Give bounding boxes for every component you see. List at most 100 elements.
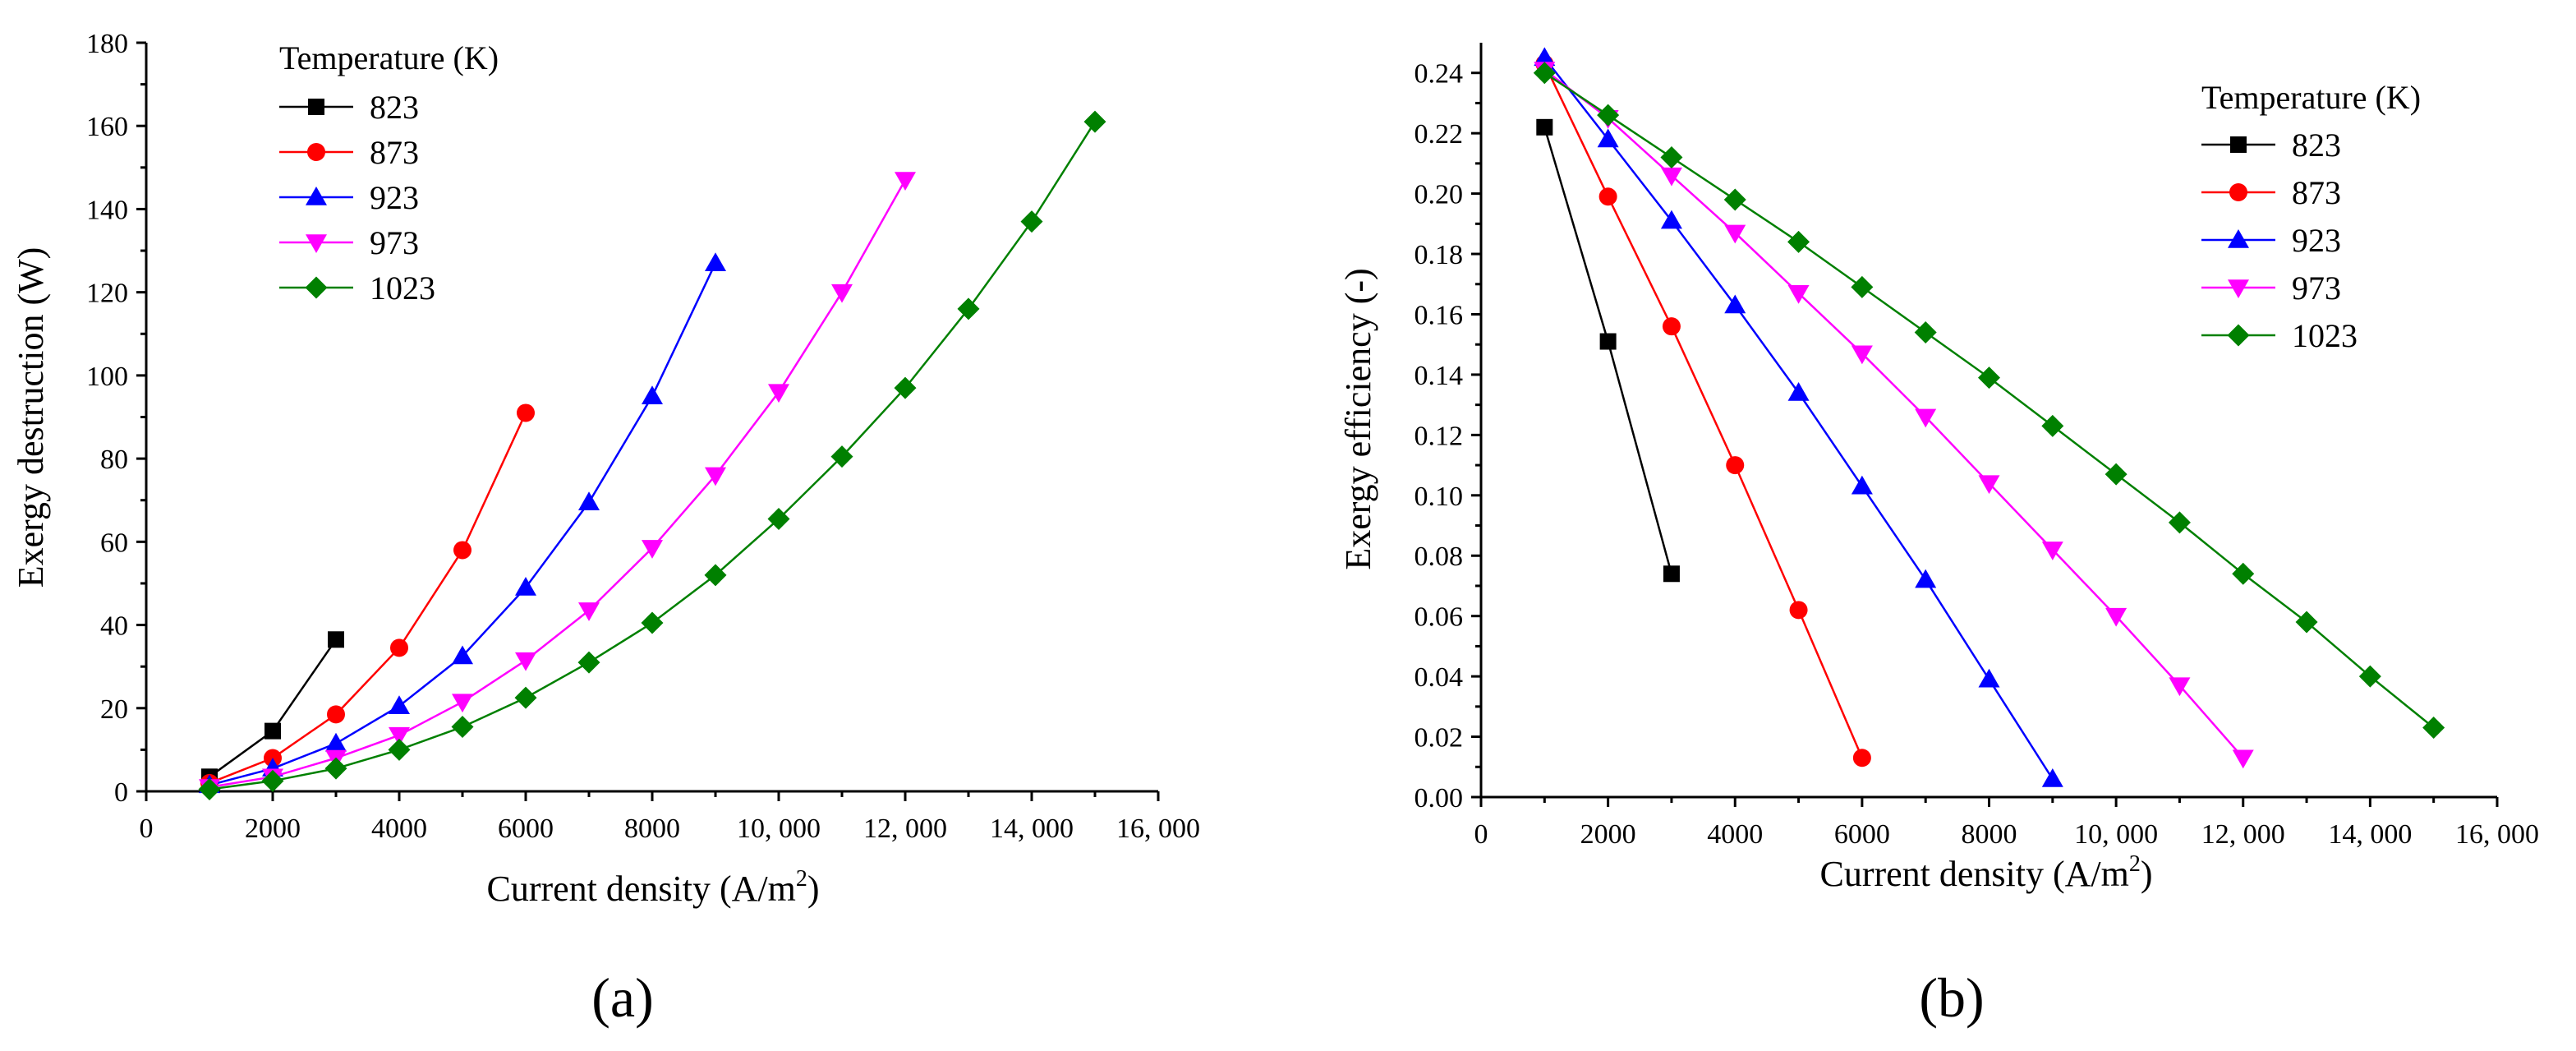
y-tick-label-b: 0.04 <box>1414 662 1464 693</box>
data-point-1023-a <box>577 651 600 674</box>
legend-marker-1023-a <box>305 276 328 299</box>
data-point-923-a <box>452 645 473 665</box>
plot-frame-a <box>145 43 1158 793</box>
data-point-1023-a <box>514 686 537 709</box>
data-point-973-b <box>1724 224 1746 244</box>
data-point-1023-b <box>2232 562 2255 585</box>
y-tick-label-b: 0.08 <box>1414 542 1464 572</box>
y-tick-label-b: 0.00 <box>1414 783 1464 814</box>
y-tick-label-a: 160 <box>86 112 128 142</box>
y-tick-label-a: 20 <box>100 694 128 725</box>
data-point-1023-b <box>2422 717 2445 740</box>
data-point-873-b <box>1852 749 1871 768</box>
data-point-923-a <box>515 577 536 596</box>
y-tick-label-a: 140 <box>86 195 128 225</box>
x-tick-label-a: 14, 000 <box>990 814 1074 844</box>
series-1023-a <box>198 110 1106 800</box>
legend-title-b: Temperature (K) <box>2201 79 2421 116</box>
series-line-973-a <box>209 179 907 789</box>
data-point-973-b <box>1660 167 1682 187</box>
data-point-1023-b <box>2358 665 2381 688</box>
y-tick-label-a: 60 <box>100 528 128 558</box>
legend-marker-923-a <box>306 187 327 205</box>
data-point-873-b <box>1726 456 1745 475</box>
legend-marker-823-b <box>2230 136 2247 153</box>
y-tick-label-a: 80 <box>100 445 128 475</box>
data-point-1023-a <box>641 611 664 634</box>
data-point-1023-b <box>1660 146 1683 169</box>
data-point-973-b <box>1915 408 1937 428</box>
data-point-873-b <box>1789 601 1808 620</box>
series-layer-b <box>1533 47 2445 787</box>
x-tick-label-a: 10, 000 <box>737 814 821 844</box>
x-tick-label-b: 4000 <box>1707 819 1763 850</box>
data-point-973-b <box>2232 749 2254 769</box>
y-tick-label-a: 120 <box>86 279 128 309</box>
data-point-923-a <box>642 385 663 404</box>
data-point-923-b <box>1534 47 1556 67</box>
y-axis-label-b: Exergy efficiency (-) <box>1338 268 1378 569</box>
data-point-873-b <box>1662 317 1681 336</box>
y-tick-label-b: 0.10 <box>1414 482 1464 512</box>
data-point-1023-b <box>2104 463 2128 486</box>
x-tick-label-b: 14, 000 <box>2328 819 2412 850</box>
data-point-973-a <box>515 652 536 671</box>
legend-marker-973-a <box>306 234 327 253</box>
data-point-923-b <box>1978 668 2000 688</box>
legend-title-a: Temperature (K) <box>279 39 499 76</box>
data-point-1023-b <box>2295 611 2318 634</box>
x-tick-label-b: 16, 000 <box>2455 819 2539 850</box>
legend-marker-873-a <box>307 143 325 161</box>
data-point-923-a <box>705 252 726 271</box>
panel-label-b: (b) <box>1919 966 1984 1029</box>
series-line-873-b <box>1543 63 1864 758</box>
data-point-973-b <box>2105 607 2128 627</box>
y-tick-label-b: 0.12 <box>1414 421 1464 451</box>
y-tick-label-b: 0.24 <box>1414 59 1464 90</box>
data-point-973-a <box>389 726 410 746</box>
x-tick-label-a: 12, 000 <box>863 814 947 844</box>
x-tick-label-b: 6000 <box>1834 819 1890 850</box>
data-point-923-b <box>1915 569 1937 588</box>
legend-label-1023-a: 1023 <box>370 270 435 307</box>
data-point-1023-a <box>261 769 284 792</box>
data-point-1023-b <box>2041 414 2064 437</box>
data-point-1023-b <box>1914 321 1937 344</box>
data-point-1023-a <box>894 376 917 399</box>
data-point-973-b <box>2041 542 2063 560</box>
data-point-1023-b <box>1851 275 1874 298</box>
data-point-1023-a <box>324 757 347 780</box>
series-line-973-b <box>1543 69 2244 759</box>
x-tick-label-b: 0 <box>1474 819 1488 850</box>
x-tick-label-b: 12, 000 <box>2201 819 2285 850</box>
series-923-b <box>1534 47 2063 787</box>
data-point-1023-b <box>1723 188 1746 211</box>
x-tick-label-b: 10, 000 <box>2074 819 2158 850</box>
series-line-873-a <box>209 412 527 785</box>
data-point-923-b <box>1724 294 1746 314</box>
data-point-823-a <box>264 722 281 740</box>
series-1023-b <box>1533 62 2445 740</box>
data-point-823-b <box>1599 333 1617 350</box>
chart-panel-b: 0 2000 4000 6000 8000 10, 000 12, 000 14, 000 16… <box>1338 43 2539 1029</box>
axis-ticks-a: 0 2000 4000 6000 8000 10, 000 12, 000 14, 000 16… <box>86 29 1200 844</box>
data-point-1023-a <box>830 445 853 468</box>
data-point-923-a <box>389 695 410 714</box>
x-tick-label-a: 16, 000 <box>1116 814 1200 844</box>
data-point-973-a <box>768 384 789 403</box>
y-tick-label-a: 0 <box>114 777 128 808</box>
data-point-1023-a <box>198 777 221 800</box>
legend-marker-823-a <box>308 99 324 115</box>
legend-label-1023-b: 1023 <box>2292 317 2358 354</box>
legend-marker-1023-b <box>2227 324 2250 347</box>
series-line-923-b <box>1543 57 2054 780</box>
data-point-1023-b <box>1978 366 2000 390</box>
series-line-1023-a <box>209 121 1097 791</box>
data-point-823-b <box>1536 118 1553 136</box>
data-point-873-a <box>517 403 535 422</box>
legend-marker-873-b <box>2229 183 2247 201</box>
data-point-1023-a <box>704 564 727 587</box>
data-point-923-b <box>1660 210 1682 229</box>
data-point-1023-a <box>957 297 980 320</box>
data-point-923-a <box>325 732 347 752</box>
